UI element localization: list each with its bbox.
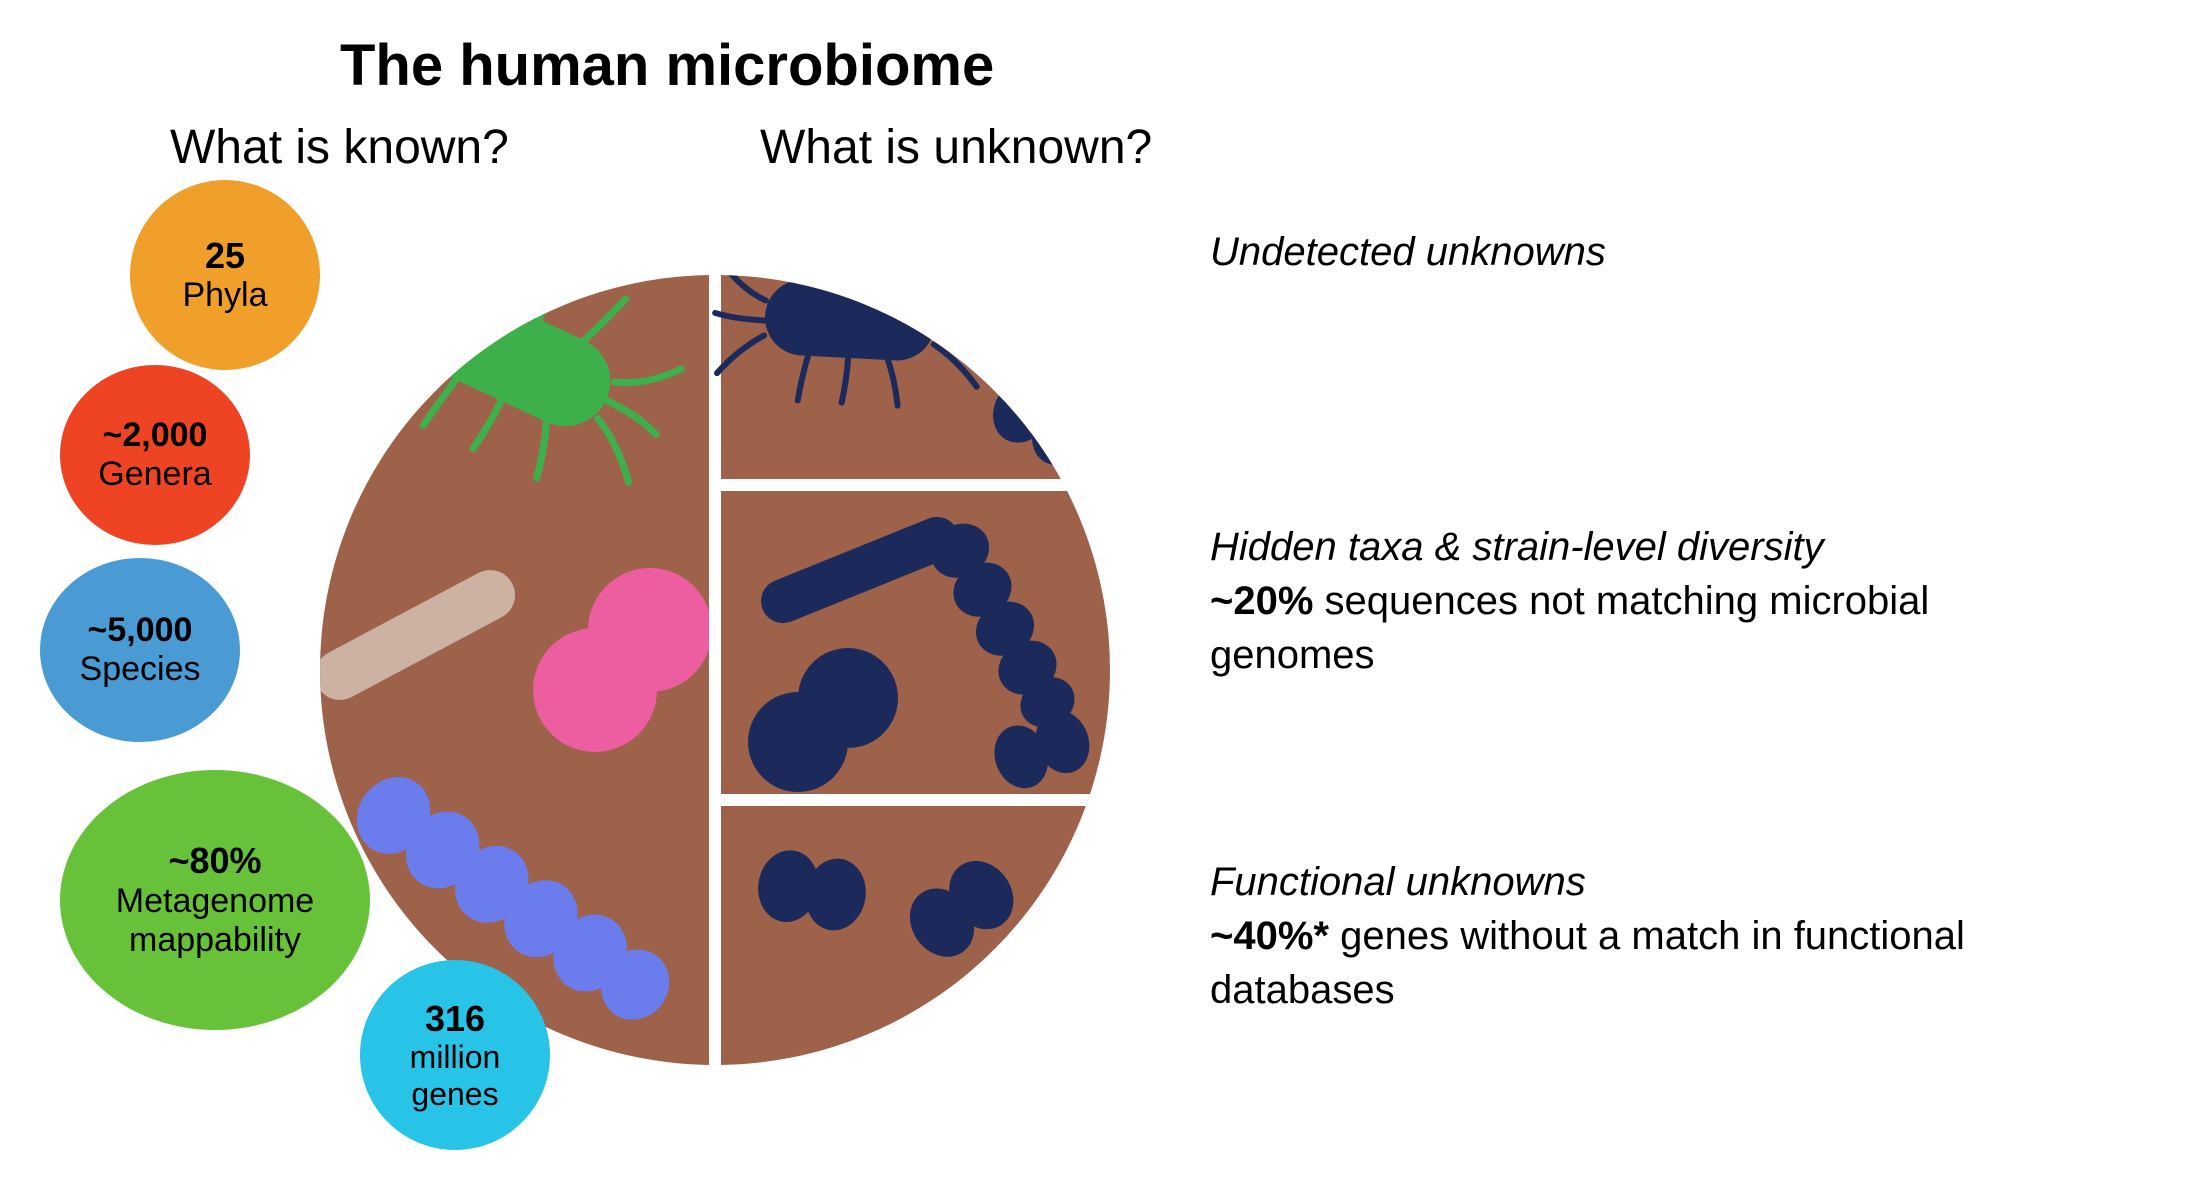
bubble-phyla: 25Phyla	[130, 180, 320, 370]
bubble-species-label: Species	[80, 650, 201, 689]
right-label-hidden-body: ~20% sequences not matching microbial ge…	[1210, 574, 2030, 682]
bubble-mapp-label: Metagenome mappability	[70, 882, 360, 960]
bubble-genes-number: 316	[425, 998, 485, 1039]
infographic-stage: The human microbiome What is known? What…	[0, 0, 2197, 1197]
bubble-genes-label: million genes	[370, 1039, 540, 1113]
right-label-hidden-header: Hidden taxa & strain-level diversity	[1210, 520, 2030, 574]
bubble-genera-number: ~2,000	[103, 416, 208, 455]
bubble-genera-label: Genera	[98, 455, 211, 494]
right-label-undetected: Undetected unknowns	[1210, 225, 1910, 279]
page-title: The human microbiome	[340, 32, 994, 99]
bubble-mapp-number: ~80%	[168, 840, 261, 881]
right-label-functional-body: ~40%* genes without a match in functiona…	[1210, 909, 2030, 1017]
bubble-genera: ~2,000Genera	[60, 365, 250, 545]
right-label-undetected-header: Undetected unknowns	[1210, 225, 1910, 279]
bubble-mapp: ~80%Metagenome mappability	[60, 770, 370, 1030]
bubble-species-number: ~5,000	[88, 611, 193, 650]
bubble-species: ~5,000Species	[40, 558, 240, 742]
right-label-hidden: Hidden taxa & strain-level diversity~20%…	[1210, 520, 2030, 682]
subhead-known: What is known?	[170, 120, 509, 175]
bubble-phyla-number: 25	[205, 235, 245, 276]
bubble-genes: 316million genes	[360, 960, 550, 1150]
subhead-unknown: What is unknown?	[760, 120, 1152, 175]
right-label-functional-header: Functional unknowns	[1210, 855, 2030, 909]
right-label-functional: Functional unknowns~40%* genes without a…	[1210, 855, 2030, 1017]
bubble-phyla-label: Phyla	[182, 276, 267, 315]
